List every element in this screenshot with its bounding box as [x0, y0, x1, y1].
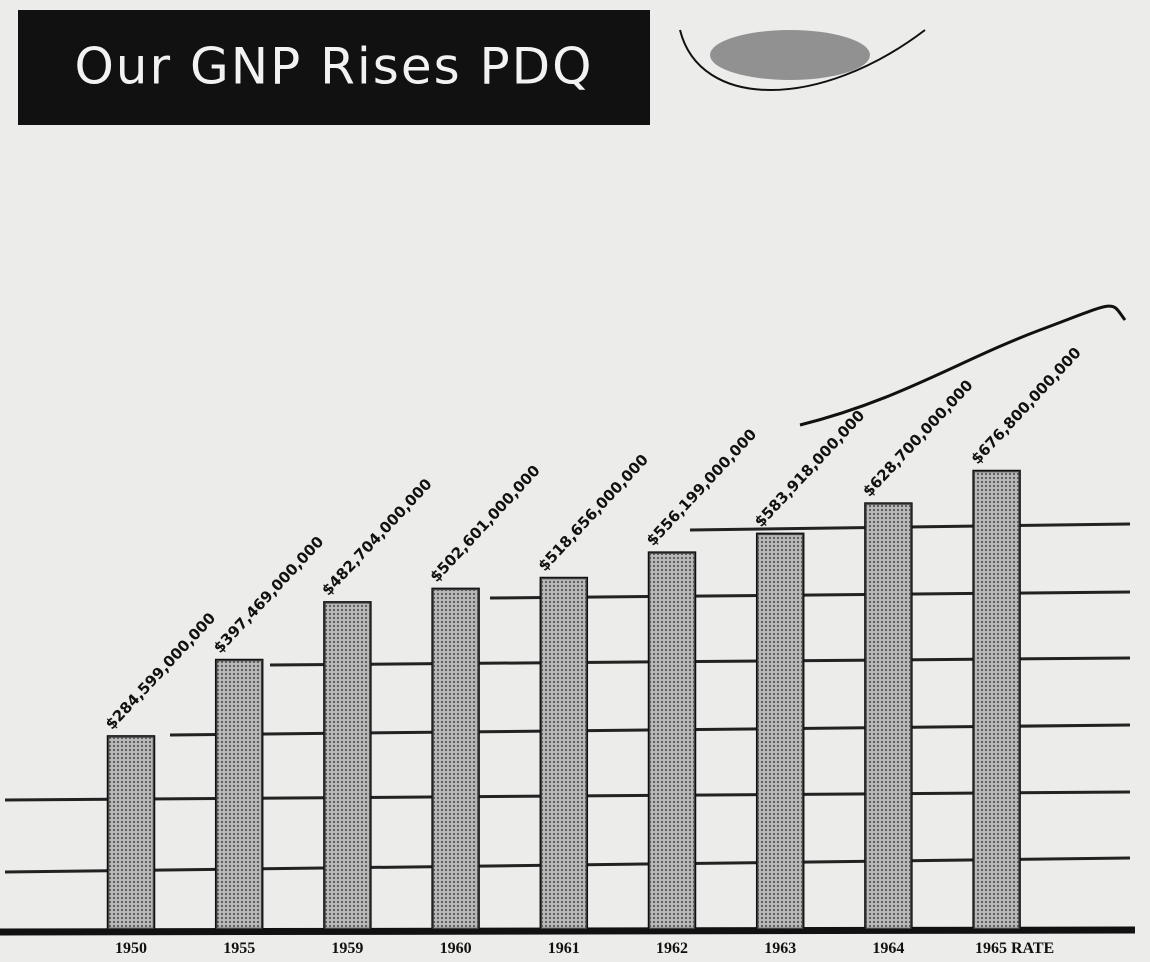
- chart-title: Our GNP Rises PDQ: [74, 38, 593, 96]
- x-tick-label: 1961: [548, 940, 580, 957]
- page: {"chart_data": {"type": "bar", "title": …: [0, 0, 1150, 962]
- x-tick-label: 1962: [656, 940, 688, 957]
- x-tick-label: 1950: [115, 940, 147, 957]
- x-tick-label: 1964: [872, 940, 904, 957]
- x-tick-label: 1963: [764, 940, 796, 957]
- x-tick-label: 1960: [440, 940, 472, 957]
- bar-tint: [649, 553, 695, 929]
- bar-tint: [324, 602, 370, 929]
- bar-tint: [974, 471, 1020, 929]
- chart: Our GNP Rises PDQ $284,599,000,0001950$3…: [0, 0, 1150, 962]
- bar-tint: [108, 736, 154, 929]
- bar-tint: [757, 534, 803, 929]
- x-tick-label: 1959: [331, 940, 363, 957]
- x-tick-label: 1955: [223, 940, 255, 957]
- baseline: [0, 930, 1135, 932]
- x-tick-label: 1965 RATE: [975, 940, 1054, 957]
- bar-tint: [216, 660, 262, 929]
- smudge: [710, 30, 870, 80]
- bar-tint: [541, 578, 587, 929]
- bar-tint: [865, 504, 911, 929]
- bar-tint: [433, 589, 479, 929]
